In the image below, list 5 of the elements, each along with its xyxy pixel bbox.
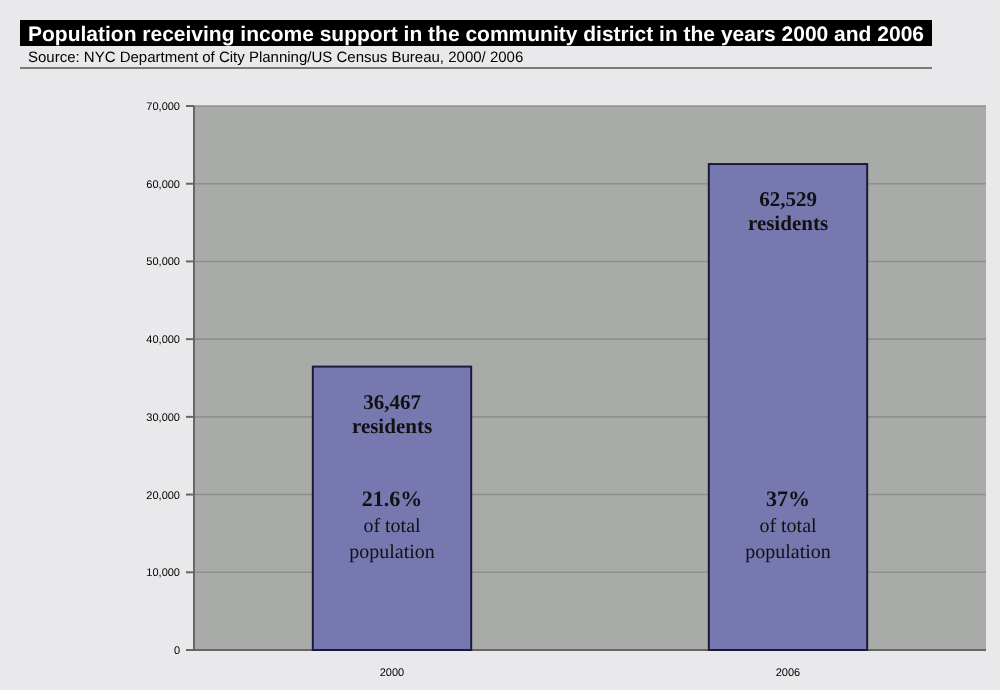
data-label: 62,529 residents: [747, 190, 829, 237]
chart-title: Population receiving income support in the community district in the years 2000 and 2006: [28, 23, 925, 47]
annotation: 21.6% of total population: [349, 488, 435, 564]
data-label: 36,467 residents: [351, 392, 433, 439]
annotation: 37% of total population: [745, 488, 831, 564]
